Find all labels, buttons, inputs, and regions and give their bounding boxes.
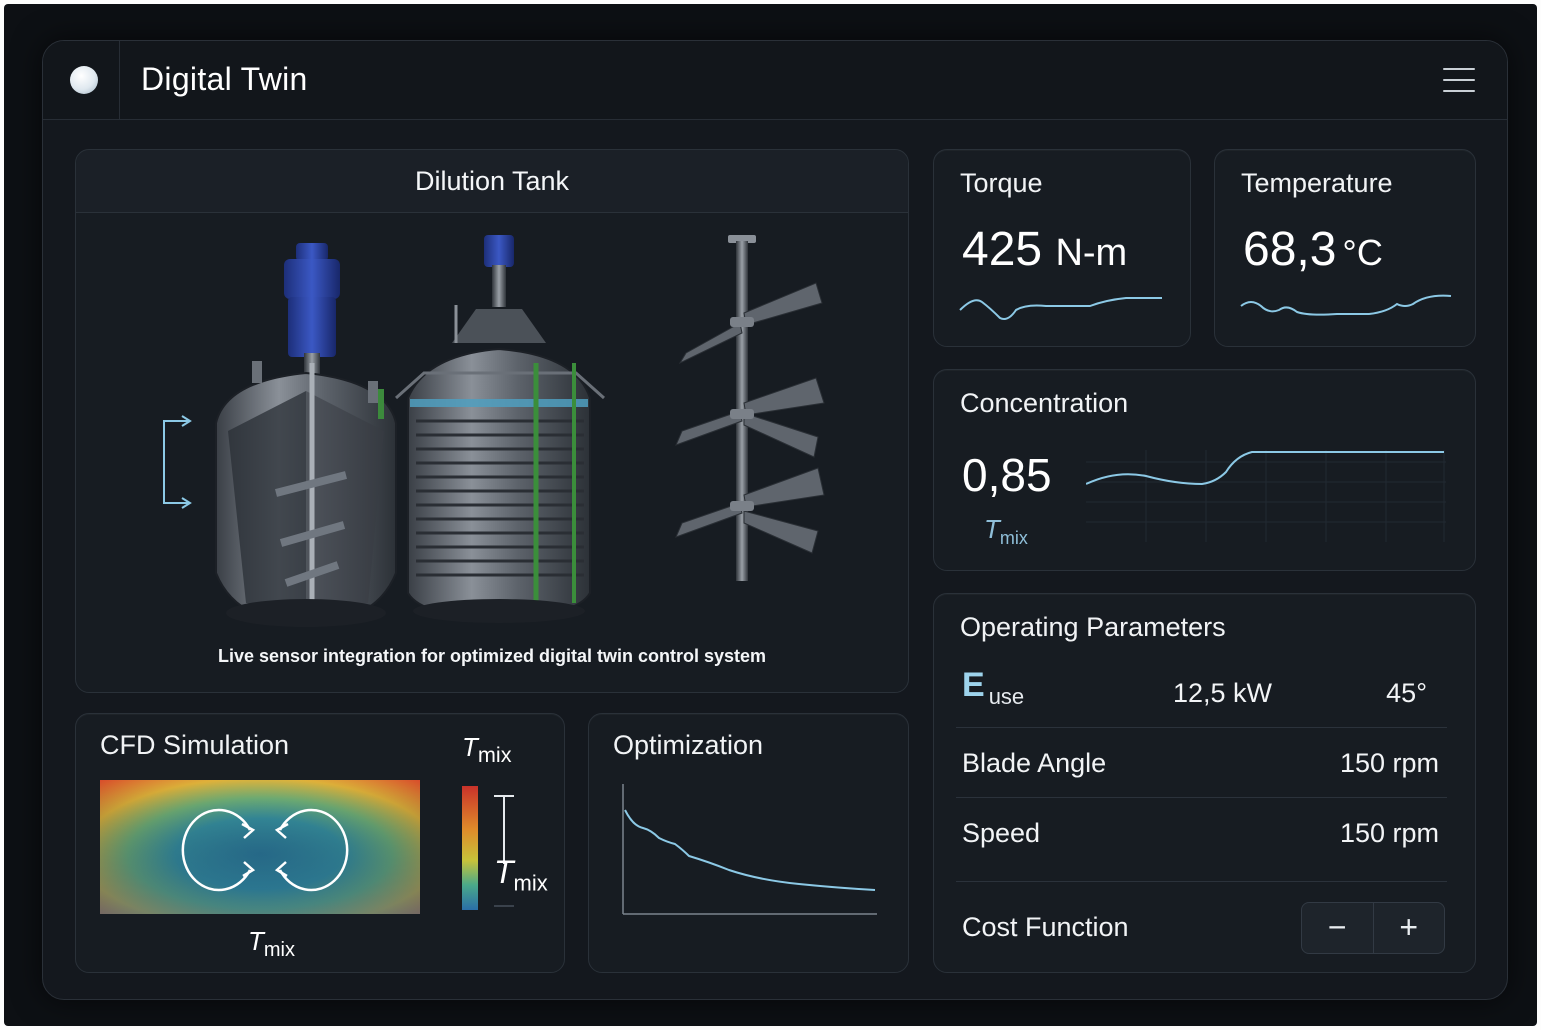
vortex-arrows-icon — [181, 808, 349, 892]
cfd-simulation-title: CFD Simulation — [100, 730, 290, 760]
colorbar-top-label-t: T — [462, 732, 478, 762]
dilution-tank-title: Dilution Tank — [76, 150, 908, 213]
optimization-convergence-chart — [622, 784, 877, 915]
colorbar-bottom-label: Tmix — [494, 854, 548, 896]
concentration-label: Concentration — [960, 388, 1129, 418]
temperature-number: 68,3 — [1243, 223, 1337, 276]
euse-symbol-sub: use — [988, 683, 1025, 709]
heatmap-axis-label-sub: mix — [263, 939, 295, 962]
torque-label: Torque — [960, 168, 1043, 198]
row-divider — [956, 797, 1447, 798]
colorbar-bottom-label-sub: mix — [513, 870, 548, 896]
cutaway-tank-illustration — [215, 243, 397, 627]
tank-caption: Live sensor integration for optimized di… — [217, 646, 767, 666]
speed-label: Speed — [962, 818, 1041, 848]
euse-angle-value: 45° — [1386, 678, 1427, 708]
decrement-button[interactable]: − — [1327, 909, 1347, 945]
euse-symbol-e: E — [962, 666, 985, 704]
concentration-symbol: Tmix — [984, 514, 1028, 549]
colorbar-range-marker — [494, 795, 514, 907]
cfd-simulation-card: CFD Simulation Tmix — [75, 713, 565, 973]
app-window: Digital Twin Dilution Tank — [42, 40, 1508, 1000]
flow-arrow-icon — [163, 415, 192, 509]
concentration-trend-chart — [1086, 450, 1446, 542]
impeller-shaft-illustration — [675, 235, 825, 581]
heatmap-axis-label-t: T — [248, 926, 264, 956]
dilution-tank-panel: Dilution Tank — [75, 149, 909, 693]
concentration-symbol-sub: mix — [999, 528, 1028, 549]
colorbar-top-label: Tmix — [462, 732, 512, 768]
hamburger-menu-icon[interactable] — [1443, 68, 1475, 92]
colorbar-top-label-sub: mix — [477, 742, 512, 768]
app-title: Digital Twin — [141, 61, 308, 97]
screen-frame: Digital Twin Dilution Tank — [4, 4, 1537, 1026]
status-dot-icon — [70, 66, 98, 94]
cost-function-stepper: − + — [1301, 902, 1445, 954]
concentration-value: 0,85 — [962, 449, 1052, 501]
torque-unit: N-m — [1055, 232, 1128, 274]
blade-angle-value: 150 rpm — [1339, 748, 1439, 778]
euse-power-value: 12,5 kW — [1172, 678, 1272, 708]
heatmap-axis-label: Tmix — [248, 926, 295, 962]
cfd-heatmap — [100, 780, 420, 914]
blade-angle-label: Blade Angle — [962, 748, 1107, 778]
optimization-title: Optimization — [613, 730, 764, 760]
torque-card: Torque 425 N-m — [933, 149, 1191, 347]
row-divider — [956, 881, 1447, 882]
torque-value: 425 N-m — [962, 222, 1127, 277]
cost-function-label: Cost Function — [962, 912, 1129, 942]
speed-value: 150 rpm — [1339, 818, 1439, 848]
increment-button[interactable]: + — [1372, 903, 1445, 953]
row-divider — [956, 727, 1447, 728]
concentration-symbol-t: T — [984, 514, 1000, 544]
tank-3d-illustration — [163, 235, 825, 627]
temperature-card: Temperature 68,3 °C — [1214, 149, 1476, 347]
colorbar-legend — [462, 786, 478, 910]
colorbar-bottom-label-t: T — [494, 854, 514, 890]
operating-parameters-title: Operating Parameters — [960, 612, 1226, 642]
blade-angle-row: Blade Angle 150 rpm — [956, 728, 1447, 798]
temperature-label: Temperature — [1241, 168, 1393, 198]
temperature-sparkline — [1240, 294, 1452, 316]
title-bar: Digital Twin — [43, 41, 1507, 120]
title-separator — [119, 41, 120, 119]
concentration-card: Concentration 0,85 Tmix — [933, 369, 1476, 571]
temperature-value: 68,3 °C — [1243, 222, 1383, 277]
speed-row: Speed 150 rpm — [956, 798, 1447, 882]
temperature-unit: °C — [1342, 232, 1383, 273]
torque-number: 425 — [962, 223, 1043, 276]
jacketed-tank-illustration — [395, 235, 605, 623]
optimization-card: Optimization — [588, 713, 909, 973]
torque-sparkline — [959, 297, 1162, 320]
